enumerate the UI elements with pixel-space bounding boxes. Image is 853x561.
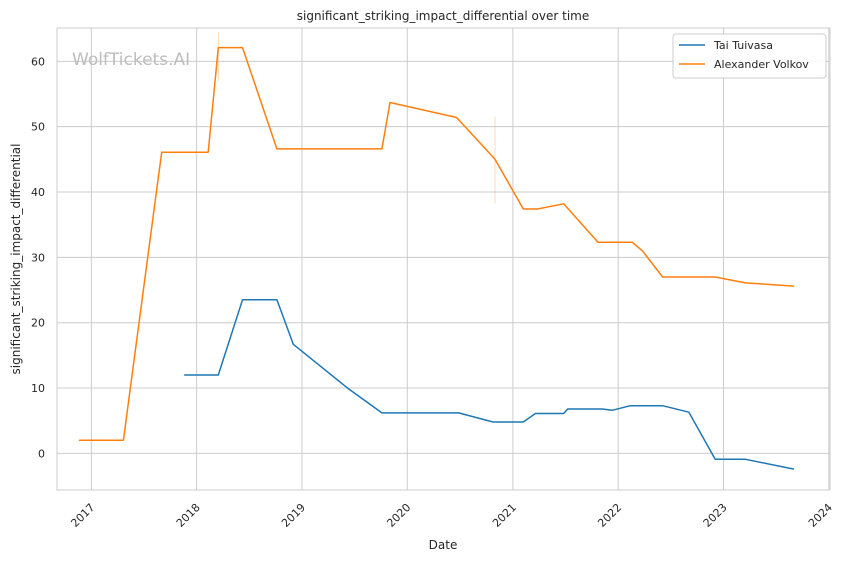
x-tick-label: 2022 <box>595 501 624 530</box>
x-tick-labels: 2017 2018 2019 2020 2021 2022 2023 2024 <box>68 501 835 530</box>
y-tick-labels: 0 10 20 30 40 50 60 <box>31 55 45 460</box>
grid <box>57 28 830 490</box>
x-tick-label: 2019 <box>279 501 308 530</box>
y-tick-label: 50 <box>31 121 45 134</box>
x-tick-label: 2017 <box>68 501 97 530</box>
y-tick-label: 30 <box>31 251 45 264</box>
legend: Tai Tuivasa Alexander Volkov <box>672 33 827 79</box>
chart-title: significant_striking_impact_differential… <box>297 9 589 23</box>
series-lines <box>78 46 795 470</box>
legend-label-tai-tuivasa: Tai Tuivasa <box>713 39 773 52</box>
legend-label-alexander-volkov: Alexander Volkov <box>714 58 809 71</box>
y-tick-label: 10 <box>31 382 45 395</box>
x-tick-label: 2018 <box>174 501 203 530</box>
y-tick-label: 0 <box>38 447 45 460</box>
y-tick-label: 60 <box>31 55 45 68</box>
plot-frame <box>56 27 831 491</box>
x-tick-label: 2023 <box>701 501 730 530</box>
y-tick-label: 20 <box>31 317 45 330</box>
series-line-alexander-volkov <box>78 46 794 442</box>
watermark: WolfTickets.AI <box>72 50 190 70</box>
y-tick-label: 40 <box>31 186 45 199</box>
x-tick-label: 2021 <box>490 501 519 530</box>
x-tick-label: 2024 <box>806 501 835 530</box>
series-line-tai-tuivasa <box>184 299 795 470</box>
x-axis-title: Date <box>429 538 458 552</box>
y-axis-title: significant_striking_impact_differential <box>9 144 23 375</box>
legend-box <box>672 33 827 79</box>
x-tick-label: 2020 <box>384 501 413 530</box>
